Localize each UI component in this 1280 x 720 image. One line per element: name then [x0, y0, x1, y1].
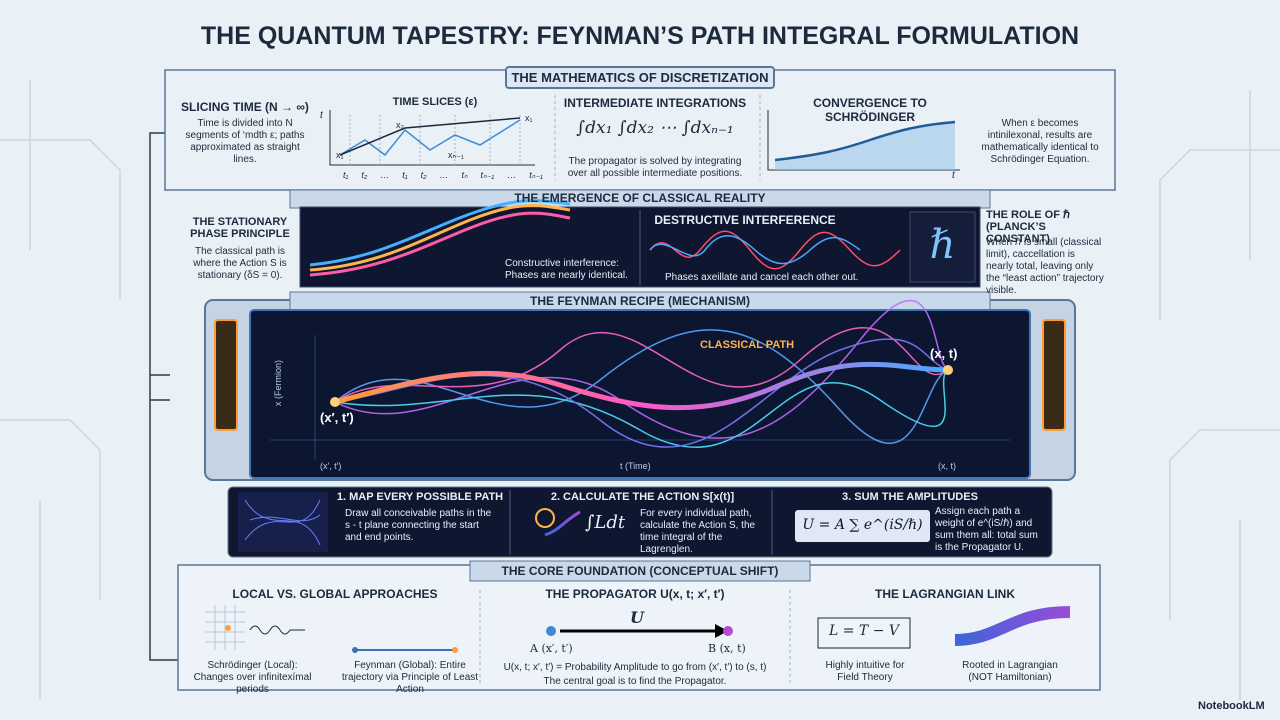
tick-label: … [507, 170, 517, 180]
point-label: xₙ₋₁ [448, 150, 464, 160]
step-text: For every individual path, calculate the… [640, 508, 756, 555]
axis-label: t [320, 110, 323, 121]
graph-label: TIME SLICES (ε) [392, 96, 478, 108]
panel-title: THE ROLE OF ℏ (PLANCK’S CONSTANT) [986, 209, 1070, 245]
formula: ∫Ldt [585, 512, 626, 533]
point-label: x₁ [525, 113, 533, 123]
tick-label: tₙ [461, 170, 468, 180]
step-text: Draw all conceivable paths in the s - t … [345, 508, 492, 543]
panel-text: Rooted in Lagrangian (NOT Hamiltonian) [962, 660, 1058, 683]
panel-text: Constructive interference: Phases are ne… [505, 258, 628, 281]
axis-label: x (Fermion) [273, 359, 284, 407]
formula: L = T − V [828, 623, 899, 639]
section-header: THE CORE FOUNDATION (CONCEPTUAL SHIFT) [501, 564, 779, 578]
axis-label: (x′, t′) [320, 461, 342, 471]
panel-text: U(x, t; x′, t′) = Probability Amplitude … [503, 662, 767, 673]
tick-label: t₂ [420, 170, 427, 180]
step-text: Assign each path a weight of e^(iS/ℏ) an… [935, 506, 1038, 553]
axis-label: t [952, 170, 955, 181]
step-title: 2. CALCULATE THE ACTION S[x(t)] [550, 491, 735, 503]
axis-label: t (Time) [620, 461, 651, 471]
panel-text: Phases axeillate and cancel each other o… [665, 272, 859, 283]
panel-title: INTERMEDIATE INTEGRATIONS [563, 96, 747, 110]
tick-label: … [439, 170, 449, 180]
point-label: x₁ [336, 150, 344, 160]
panel-text: When ε becomes intinilexonal, results ar… [981, 118, 1099, 165]
formula: U = A ∑ e^(iS/ℏ) [802, 517, 923, 533]
step-title: 1. MAP EVERY POSSIBLE PATH [336, 491, 504, 503]
symbol: ℏ [929, 222, 956, 268]
point-label: (x, t) [930, 346, 958, 361]
panel-title: CONVERGENCE TO SCHRÖDINGER [813, 96, 927, 124]
section-header: THE FEYNMAN RECIPE (MECHANISM) [529, 294, 750, 308]
tick-labels: t₁ t₂ … t₁ t₂ … tₙ tₙ₋₁ … tₙ₋₁ [343, 170, 543, 181]
title: THE QUANTUM TAPESTRY: FEYNMAN’S PATH INT… [200, 22, 1080, 50]
panel-title: DESTRUCTIVE INTERFERENCE [654, 213, 836, 227]
point-label: A (x′, t′) [530, 642, 573, 655]
panel-text: The propagator is solved by integrating … [567, 156, 743, 179]
axis-label: (x, t) [938, 461, 956, 471]
panel-title: THE PROPAGATOR U(x, t; x′, t′) [545, 587, 725, 601]
panel-title: LOCAL VS. GLOBAL APPROACHES [232, 587, 438, 601]
point-label: (x′, t′) [320, 410, 354, 425]
panel-text: Feynman (Global): Entire trajectory via … [341, 660, 479, 695]
tick-label: tₙ₋₁ [480, 170, 495, 180]
point-label: x₂ [396, 120, 404, 130]
tick-label: t₁ [402, 170, 408, 180]
section-header: THE MATHEMATICS OF DISCRETIZATION [505, 66, 775, 89]
step-title: 3. SUM THE AMPLITUDES [842, 491, 978, 503]
tick-label: tₙ₋₁ [529, 170, 543, 180]
arrow-label: U [630, 608, 644, 627]
tick-label: … [380, 170, 390, 180]
panel-text: Schrödinger (Local): Changes over infini… [193, 660, 312, 695]
panel-title: SLICING TIME (N → ∞) [181, 100, 309, 114]
tick-label: t₁ [343, 170, 349, 180]
point-label: B (x, t) [708, 642, 746, 655]
path-label: CLASSICAL PATH [700, 339, 795, 351]
panel-text: Time is divided into N segments of ‘mdth… [185, 118, 305, 165]
panel-text: The classical path is where the Action S… [193, 246, 287, 281]
panel-text: The central goal is to find the Propagat… [543, 676, 727, 687]
panel-title: THE STATIONARY PHASE PRINCIPLE [190, 216, 290, 240]
section-header: THE EMERGENCE OF CLASSICAL REALITY [514, 191, 766, 205]
panel-text: When ℏ is small (classical limit), cacce… [986, 237, 1104, 296]
brand: NotebookLM [1198, 700, 1265, 712]
panel-title: THE LAGRANGIAN LINK [875, 587, 1015, 601]
tick-label: t₂ [361, 170, 368, 180]
panel-text: Highly intuitive for Field Theory [825, 660, 905, 683]
formula: ∫dx₁ ∫dx₂ ⋯ ∫dxₙ₋₁ [576, 118, 734, 138]
